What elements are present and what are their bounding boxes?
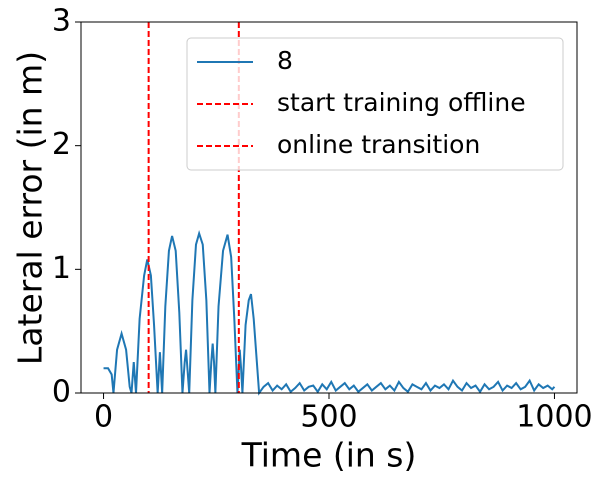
y-tick-label: 2 [52, 127, 71, 162]
x-tick-label: 0 [94, 400, 113, 435]
y-tick-label: 0 [52, 375, 71, 410]
y-tick-label: 1 [52, 251, 71, 286]
legend-label: 8 [277, 46, 293, 75]
y-tick-label: 3 [52, 4, 71, 39]
x-axis-label: Time (in s) [241, 436, 417, 475]
y-axis-label: Lateral error (in m) [11, 51, 50, 365]
data-line [103, 230, 556, 396]
legend-box [186, 37, 564, 171]
legend-label: online transition [277, 130, 480, 159]
x-tick-label: 500 [300, 400, 357, 435]
x-tick-label: 1000 [516, 400, 592, 435]
plot-frame [80, 21, 578, 394]
legend-label: start training offline [277, 88, 526, 117]
